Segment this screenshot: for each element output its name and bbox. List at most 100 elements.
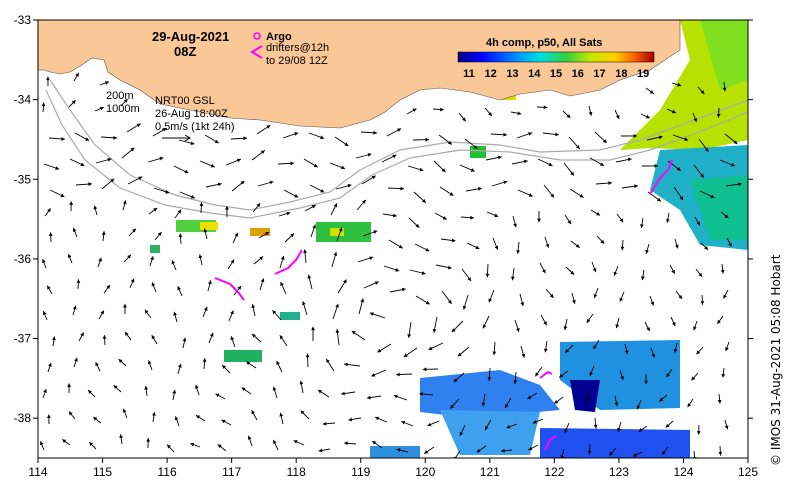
current-arrow bbox=[332, 303, 339, 320]
current-arrow bbox=[299, 380, 304, 394]
current-arrow bbox=[640, 217, 644, 229]
colorbar-title: 4h comp, p50, All Sats bbox=[486, 37, 602, 49]
current-arrow bbox=[441, 290, 452, 305]
current-arrow bbox=[542, 132, 559, 137]
current-arrow bbox=[278, 211, 291, 217]
current-arrow bbox=[674, 238, 679, 249]
current-arrow bbox=[252, 203, 261, 213]
current-arrow bbox=[303, 158, 318, 168]
isobath-1000m bbox=[45, 89, 748, 219]
current-arrow bbox=[221, 419, 232, 426]
current-arrow bbox=[358, 298, 365, 315]
current-arrow bbox=[720, 263, 725, 274]
current-arrow bbox=[565, 266, 575, 275]
current-arrow bbox=[120, 98, 128, 107]
isobath-200m bbox=[49, 79, 748, 211]
lon-tick-label: 115 bbox=[93, 465, 112, 479]
current-arrow bbox=[228, 310, 234, 322]
current-arrow bbox=[369, 312, 386, 319]
current-arrow bbox=[540, 314, 548, 326]
current-arrow bbox=[202, 306, 208, 318]
current-arrow bbox=[95, 157, 112, 164]
current-arrow bbox=[511, 159, 528, 165]
current-arrow bbox=[362, 230, 378, 237]
current-arrow bbox=[459, 164, 475, 172]
current-arrow bbox=[414, 243, 430, 252]
current-arrow bbox=[215, 393, 226, 400]
drifter-track bbox=[544, 435, 557, 451]
current-arrow bbox=[93, 205, 98, 216]
current-arrow bbox=[490, 132, 507, 137]
current-arrow bbox=[641, 269, 645, 281]
current-arrow bbox=[462, 294, 469, 310]
current-arrow bbox=[49, 189, 65, 198]
current-arrow bbox=[506, 423, 518, 429]
current-arrow bbox=[536, 105, 548, 110]
sst-patch bbox=[540, 428, 690, 458]
colorbar-tick-label: 14 bbox=[528, 68, 541, 80]
current-arrow bbox=[241, 387, 252, 395]
current-arrow bbox=[723, 289, 729, 299]
current-arrow bbox=[279, 255, 285, 269]
lon-tick-label: 119 bbox=[351, 465, 370, 479]
current-arrow bbox=[484, 419, 492, 431]
lon-tick-label: 123 bbox=[609, 465, 629, 479]
current-arrow bbox=[386, 128, 402, 137]
current-arrow bbox=[256, 124, 271, 135]
lat-tick-label: -38 bbox=[14, 411, 32, 425]
current-arrow bbox=[675, 290, 683, 300]
sst-patch bbox=[150, 245, 160, 253]
current-arrow bbox=[101, 231, 106, 242]
current-arrow bbox=[279, 412, 284, 425]
current-arrow bbox=[69, 158, 85, 167]
current-arrow bbox=[435, 264, 452, 270]
current-arrow bbox=[484, 107, 493, 117]
current-arrow bbox=[149, 256, 154, 267]
current-arrow bbox=[407, 321, 412, 338]
current-arrow bbox=[98, 310, 105, 320]
current-arrow bbox=[422, 367, 439, 372]
current-arrow bbox=[646, 135, 663, 141]
current-arrow bbox=[722, 81, 727, 92]
current-arrow bbox=[619, 369, 624, 381]
current-arrow bbox=[103, 284, 111, 294]
current-arrow bbox=[513, 371, 518, 384]
current-arrow bbox=[485, 155, 502, 161]
current-arrow bbox=[692, 112, 697, 123]
current-arrow bbox=[510, 267, 515, 281]
current-arrow bbox=[720, 211, 729, 219]
current-arrow bbox=[589, 365, 595, 377]
current-arrow bbox=[42, 310, 48, 321]
sst-patch bbox=[420, 370, 560, 418]
current-arrow bbox=[144, 385, 149, 397]
current-arrow bbox=[334, 136, 349, 147]
current-arrow bbox=[87, 389, 96, 398]
current-arrow bbox=[645, 243, 650, 254]
current-arrow bbox=[563, 318, 568, 331]
current-arrow bbox=[407, 165, 424, 172]
current-arrow bbox=[461, 268, 472, 282]
current-arrow bbox=[277, 161, 295, 166]
current-arrow bbox=[432, 316, 438, 333]
current-arrow bbox=[396, 448, 409, 453]
drifter-tracks bbox=[214, 159, 673, 451]
colorbar-ticks: 11 12 13 14 15 16 17 18 19 bbox=[463, 68, 649, 80]
current-arrow bbox=[594, 131, 607, 144]
current-arrow bbox=[696, 346, 704, 355]
current-arrow bbox=[519, 293, 525, 307]
sst-patch bbox=[570, 380, 600, 412]
current-arrow bbox=[616, 213, 624, 223]
current-arrow bbox=[123, 254, 132, 263]
current-arrow bbox=[440, 238, 456, 243]
current-arrow bbox=[570, 240, 580, 249]
colorbar-tick-label: 16 bbox=[572, 68, 584, 80]
current-arrow bbox=[406, 108, 417, 115]
drifter-arrow-icon bbox=[250, 45, 263, 59]
current-arrow bbox=[203, 228, 208, 240]
current-arrow bbox=[179, 191, 195, 199]
current-arrow bbox=[356, 199, 367, 211]
current-arrow bbox=[259, 278, 265, 291]
current-arrow bbox=[257, 180, 274, 187]
current-arrow bbox=[698, 138, 709, 153]
current-arrow bbox=[381, 154, 397, 163]
